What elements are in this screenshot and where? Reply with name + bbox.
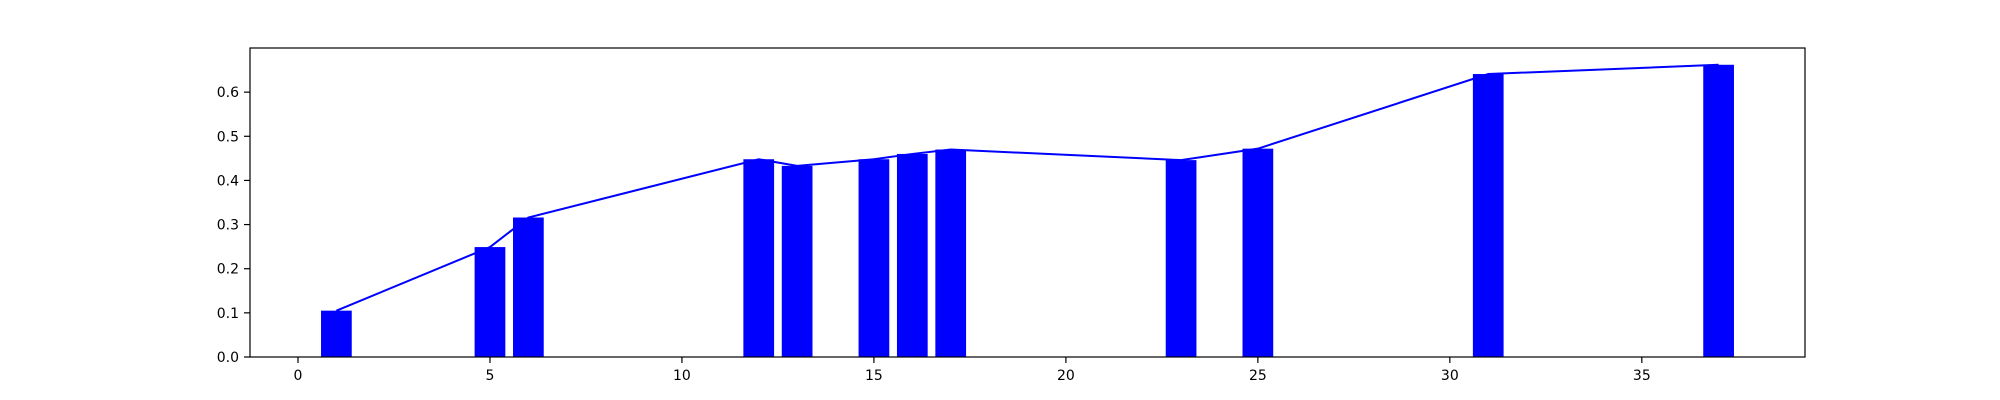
plot-area: 0 5 10 15 20 25 30 35 0.0 0.1 0.2 0.3 0.4 0.5 0.6 xyxy=(217,47,1806,384)
y-tick-label: 0.6 xyxy=(217,85,239,101)
x-tick-label: 0 xyxy=(294,368,303,384)
bar xyxy=(1703,64,1734,358)
bar xyxy=(896,153,928,357)
y-tick-label: 0.2 xyxy=(217,262,239,278)
bar xyxy=(858,159,890,357)
series-line xyxy=(336,63,1719,312)
x-tick-label: 35 xyxy=(1633,368,1651,384)
y-tick-label: 0.1 xyxy=(217,306,239,322)
bar xyxy=(1165,160,1197,357)
bar xyxy=(1472,74,1504,357)
bar xyxy=(513,217,544,357)
x-tick-label: 10 xyxy=(673,368,691,384)
y-tick-label: 0.3 xyxy=(217,218,239,234)
x-tick-label: 15 xyxy=(865,368,883,384)
bar xyxy=(743,159,775,357)
bar xyxy=(781,165,813,357)
y-tick-label: 0.0 xyxy=(217,350,239,366)
axes-frame xyxy=(249,47,1806,358)
y-tick-label: 0.4 xyxy=(217,173,239,189)
bar xyxy=(1242,148,1274,357)
x-tick-label: 25 xyxy=(1249,368,1267,384)
x-tick-label: 20 xyxy=(1057,368,1075,384)
x-tick-label: 30 xyxy=(1441,368,1459,384)
y-tick-label: 0.5 xyxy=(217,129,239,145)
bar xyxy=(935,149,967,357)
bar xyxy=(321,310,352,357)
bar xyxy=(474,247,506,357)
x-tick-label: 5 xyxy=(486,368,495,384)
